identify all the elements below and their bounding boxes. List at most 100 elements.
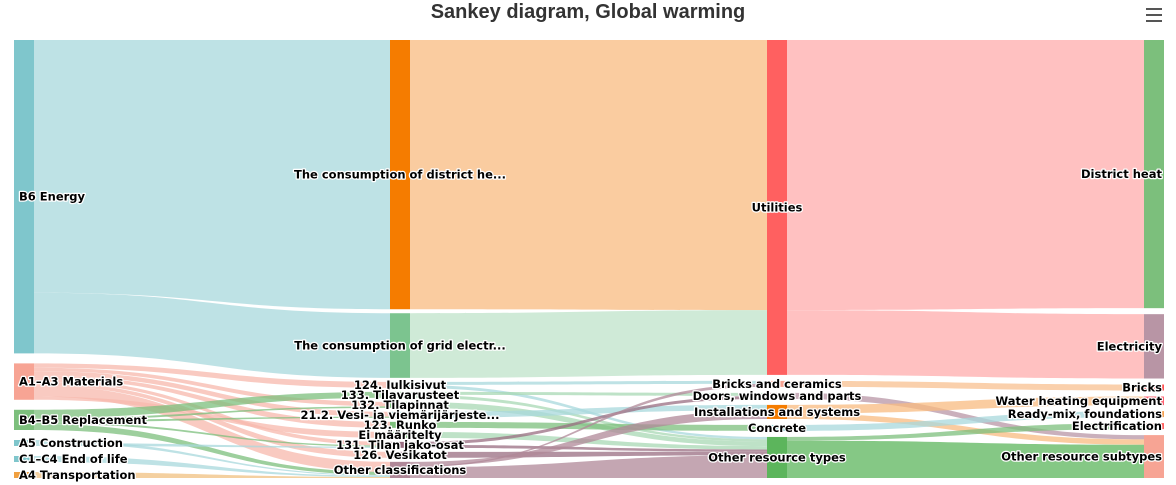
link-a5-c131[interactable]: [34, 443, 390, 448]
link-ins-whe[interactable]: [787, 396, 1144, 414]
link-coth-brk[interactable]: [410, 383, 767, 468]
link-b4b5-c133[interactable]: [34, 391, 390, 418]
link-util-dheat[interactable]: [787, 40, 1144, 311]
link-c212-ins[interactable]: [410, 404, 767, 418]
node-label-ge: The consumption of grid electr...: [294, 339, 506, 353]
link-ort-electr[interactable]: [787, 423, 1144, 441]
link-c131-dwp[interactable]: [410, 395, 767, 445]
node-label-ins: Installations and systems: [694, 405, 860, 419]
link-ge-util[interactable]: [410, 310, 767, 378]
link-a4-coth[interactable]: [34, 472, 390, 478]
link-a5-coth[interactable]: [34, 440, 390, 476]
node-label-c124: 124. Julkisivut: [354, 378, 447, 392]
hamburger-menu-icon[interactable]: [1146, 8, 1162, 22]
node-dheat[interactable]: [1144, 40, 1164, 309]
node-a1a3[interactable]: [14, 363, 34, 400]
node-dwp[interactable]: [767, 392, 787, 399]
node-ins[interactable]: [767, 404, 787, 419]
node-label-cem: Ei määritelty: [358, 428, 442, 442]
node-label-b4b5: B4–B5 Replacement: [19, 413, 147, 427]
node-label-c123: 123. Runko: [364, 418, 437, 432]
link-dh-util[interactable]: [410, 40, 767, 311]
node-c123[interactable]: [390, 421, 410, 428]
node-label-dh: The consumption of district he...: [294, 168, 506, 182]
node-c132[interactable]: [390, 401, 410, 408]
node-c124[interactable]: [390, 381, 410, 388]
link-ins-ors[interactable]: [787, 413, 1144, 445]
node-b4b5[interactable]: [14, 409, 34, 430]
node-label-c133: 133. Tilavarusteet: [341, 388, 460, 402]
link-b4b5-c212[interactable]: [34, 416, 390, 422]
node-label-util: Utilities: [752, 200, 803, 214]
node-coth[interactable]: [390, 461, 410, 478]
node-rmf[interactable]: [1144, 411, 1164, 418]
link-b4b5-c131[interactable]: [34, 421, 390, 447]
node-util[interactable]: [767, 40, 787, 375]
node-label-c126: 126. Vesikatot: [353, 448, 447, 462]
node-label-rmf: Ready-mix, foundations: [1008, 407, 1162, 421]
link-c124-brk[interactable]: [410, 380, 767, 385]
link-c126-ort[interactable]: [410, 451, 767, 458]
sankey-links: [34, 40, 1144, 478]
node-label-ors: Other resource subtypes: [1001, 450, 1162, 464]
node-label-dwp: Doors, windows and parts: [693, 389, 862, 403]
node-whe[interactable]: [1144, 396, 1164, 406]
node-a5[interactable]: [14, 440, 34, 446]
node-label-a1a3: A1–A3 Materials: [19, 375, 123, 389]
link-coth-ort[interactable]: [410, 455, 767, 478]
node-label-con: Concrete: [748, 421, 806, 435]
node-label-a5: A5 Construction: [19, 436, 123, 450]
node-dh[interactable]: [390, 40, 410, 310]
node-label-c212: 21.2. Vesi- ja viemärijärjeste...: [300, 408, 499, 422]
link-a1a3-c212[interactable]: [34, 371, 390, 417]
link-c133-ort[interactable]: [410, 394, 767, 442]
node-brk[interactable]: [767, 380, 787, 387]
link-a1a3-c132[interactable]: [34, 367, 390, 407]
link-a1a3-cem[interactable]: [34, 396, 390, 438]
node-c126[interactable]: [390, 451, 410, 458]
node-a4[interactable]: [14, 472, 34, 478]
node-c1c4[interactable]: [14, 456, 34, 462]
node-label-b6: B6 Energy: [19, 190, 86, 204]
link-con-rmf[interactable]: [787, 411, 1144, 431]
link-b4b5-coth[interactable]: [34, 423, 390, 475]
node-c133[interactable]: [390, 391, 410, 398]
link-c1c4-coth[interactable]: [34, 456, 390, 477]
node-label-coth: Other classifications: [334, 463, 467, 477]
node-label-elec: Electricity: [1097, 339, 1163, 353]
node-cem[interactable]: [390, 431, 410, 438]
link-a1a3-c126[interactable]: [34, 382, 390, 458]
chart-title: Sankey diagram, Global warming: [430, 1, 746, 23]
link-a1a3-coth[interactable]: [34, 385, 390, 472]
node-ge[interactable]: [390, 313, 410, 378]
link-dwp-ors[interactable]: [787, 392, 1144, 440]
node-label-c1c4: C1–C4 End of life: [19, 452, 128, 466]
node-c212[interactable]: [390, 411, 410, 418]
link-b6-ge[interactable]: [34, 292, 390, 378]
node-b6[interactable]: [14, 40, 34, 354]
link-ort-ors[interactable]: [787, 440, 1144, 478]
node-label-whe: Water heating equipment: [996, 394, 1163, 408]
node-label-ort: Other resource types: [708, 450, 846, 464]
link-b4b5-c132[interactable]: [34, 406, 390, 420]
node-ort[interactable]: [767, 436, 787, 478]
link-b6-dh[interactable]: [34, 40, 390, 310]
sankey-labels: B6 Energy A1–A3 Materials B4–B5 Replacemen…: [18, 166, 1164, 483]
link-brk-bricks[interactable]: [787, 380, 1144, 391]
node-label-c132: 132. Tilapinnat: [351, 398, 449, 412]
link-a1a3-c124[interactable]: [34, 363, 390, 388]
node-electr[interactable]: [1144, 423, 1164, 430]
link-c131-ort[interactable]: [410, 444, 767, 452]
node-elec[interactable]: [1144, 314, 1164, 379]
node-label-dheat: District heat: [1081, 167, 1163, 181]
node-ors[interactable]: [1144, 435, 1164, 478]
node-c131[interactable]: [390, 441, 410, 448]
node-con[interactable]: [767, 424, 787, 431]
node-bricks[interactable]: [1144, 384, 1164, 391]
node-label-bricks: Bricks: [1122, 381, 1162, 395]
link-util-elec[interactable]: [787, 310, 1144, 379]
sankey-nodes: [14, 40, 1164, 478]
link-coth-ins[interactable]: [410, 410, 767, 467]
node-label-electr: Electrification: [1072, 419, 1162, 433]
